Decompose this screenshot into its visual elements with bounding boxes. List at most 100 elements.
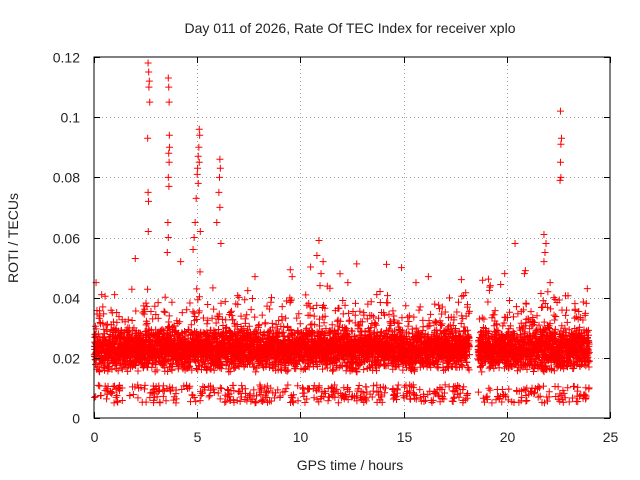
data-point [252,368,260,376]
data-point [128,285,136,293]
data-point [92,393,100,401]
data-point [205,393,213,401]
data-point [114,398,122,406]
data-point [115,313,123,321]
data-point [230,387,238,395]
data-point [187,329,195,337]
data-point [170,322,178,330]
data-point [278,303,286,311]
data-point [243,311,251,319]
data-point [113,309,121,317]
data-point [267,397,275,405]
data-point [269,323,277,331]
data-point [283,367,291,375]
data-point [168,384,176,392]
data-point [240,325,248,333]
data-point [113,318,121,326]
data-point [248,294,256,302]
data-point [306,311,314,319]
data-point [221,298,229,306]
data-point [142,299,150,307]
data-point [193,315,201,323]
data-point [118,396,126,404]
data-point [286,266,294,274]
data-point [302,291,310,299]
data-point [101,292,109,300]
data-point [147,308,155,316]
data-point [152,310,160,318]
data-point [165,312,173,320]
data-point [237,312,245,320]
data-point [281,360,289,368]
data-point [108,388,116,396]
data-point [159,386,167,394]
data-point [129,390,137,398]
data-point [114,367,122,375]
data-point [196,397,204,405]
data-point [266,305,274,313]
data-point [258,311,266,319]
data-point [284,366,292,374]
data-point [169,361,177,369]
data-point [196,268,204,276]
data-point [212,319,220,327]
data-point [303,395,311,403]
data-point [142,398,150,406]
data-point [143,319,151,327]
data-point [237,393,245,401]
data-point [224,386,232,394]
data-point [210,366,218,374]
data-point [154,314,162,322]
data-point [96,368,104,376]
data-point [260,331,268,339]
data-point [132,307,140,315]
data-point [296,320,304,328]
data-point [128,317,136,325]
data-point [174,319,182,327]
data-point [230,364,238,372]
data-point [261,392,269,400]
data-point [164,368,172,376]
data-point [172,395,180,403]
data-point [191,313,199,321]
data-point [204,316,212,324]
data-point [194,296,202,304]
data-point [139,309,147,317]
data-point [159,392,167,400]
data-point [168,298,176,306]
data-point [222,398,230,406]
data-point [132,362,140,370]
data-point [225,390,233,398]
data-point [148,389,156,397]
data-point [183,306,191,314]
data-point [272,320,280,328]
data-point [251,398,259,406]
data-point [189,308,197,316]
data-point [280,333,288,341]
data-point [94,330,102,338]
data-point [204,300,212,308]
data-point [151,302,159,310]
data-point [185,362,193,370]
data-point [188,366,196,374]
data-point [164,324,172,332]
data-point [156,399,164,407]
data-point [229,316,237,324]
data-point [274,330,282,338]
data-point [261,319,269,327]
data-point [246,390,254,398]
data-point [192,398,200,406]
data-point [94,381,102,389]
data-point [196,293,204,301]
data-point [267,298,275,306]
data-point [158,326,166,334]
data-point [225,368,233,376]
data-point [286,297,294,305]
data-point [118,384,126,392]
data-point [217,385,225,393]
data-point [153,393,161,401]
data-point [215,310,223,318]
data-point [209,284,217,292]
data-point [274,386,282,394]
